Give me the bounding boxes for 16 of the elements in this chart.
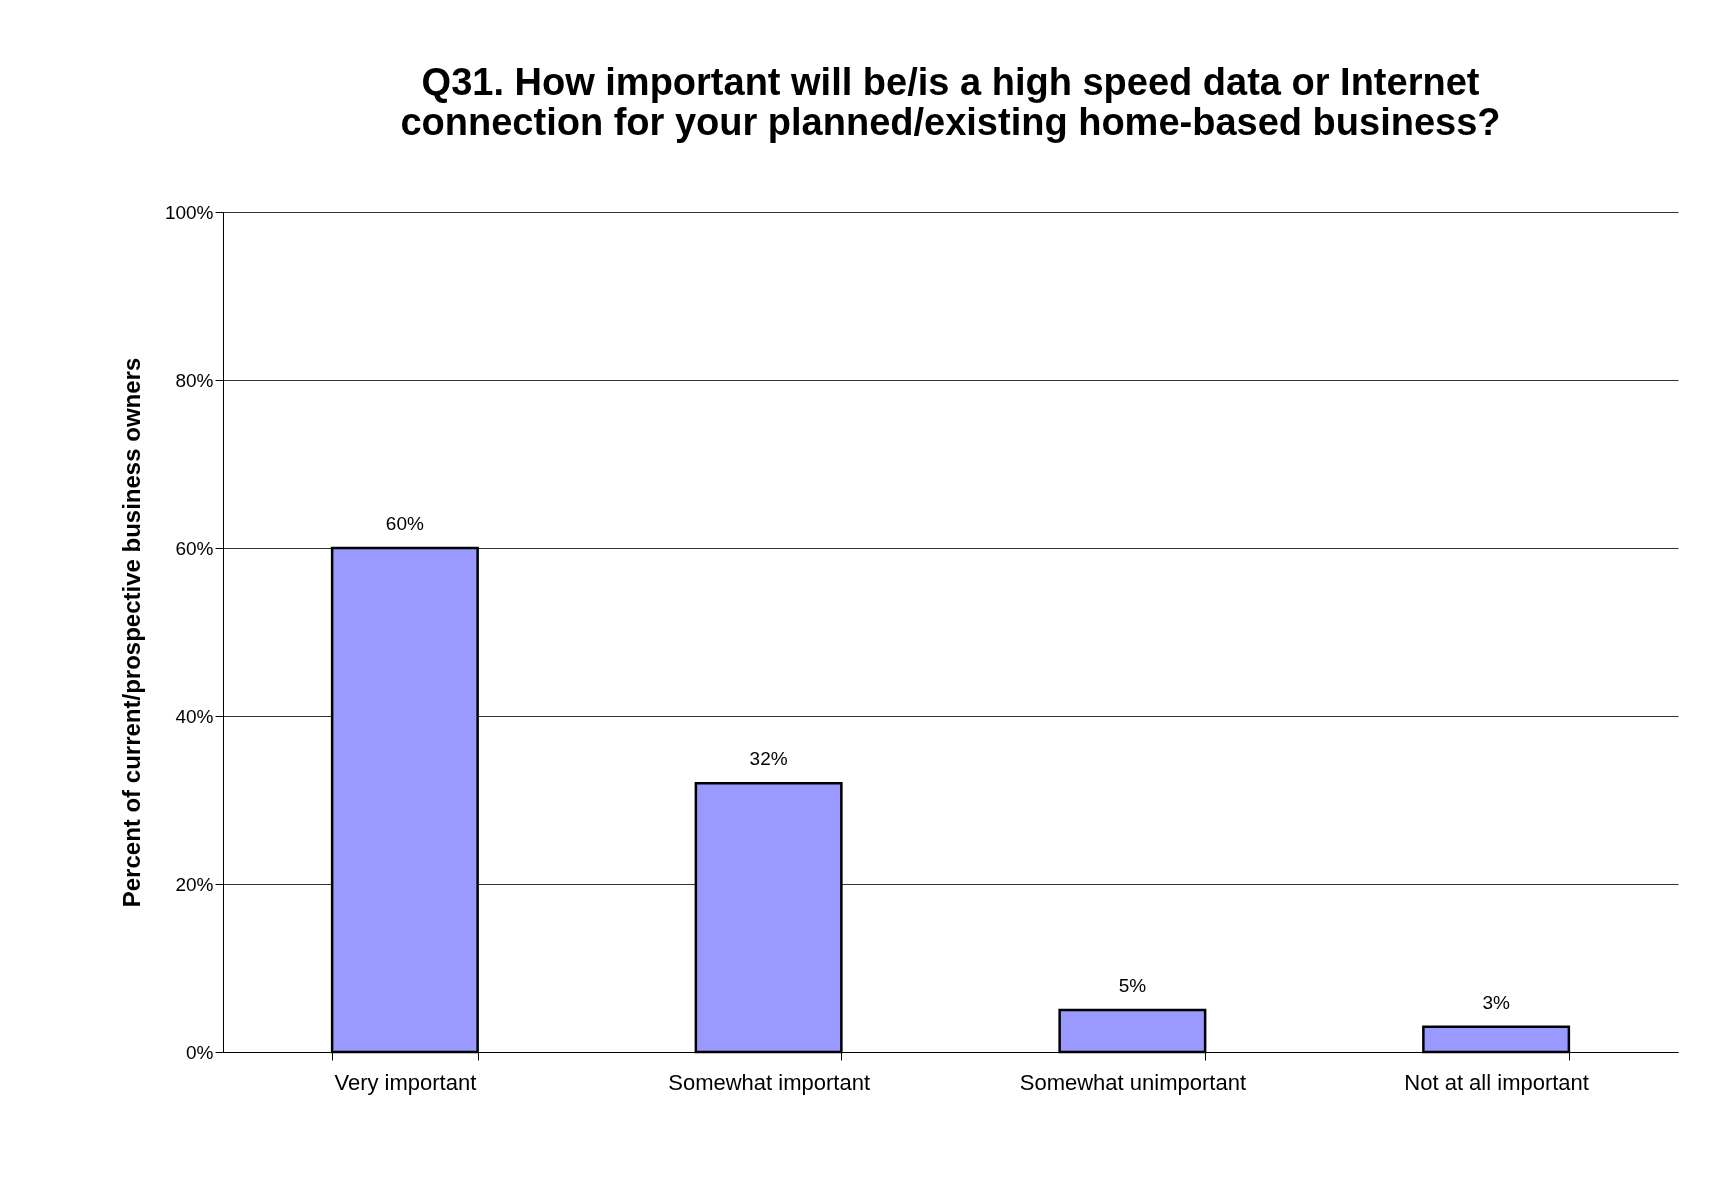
y-tick-label: 100% [164,201,214,223]
y-tick-label: 60% [175,537,214,559]
data-label: 32% [749,748,788,770]
y-tick-label: 20% [175,873,214,895]
x-tick-label: Somewhat unimportant [1019,1069,1246,1095]
data-label: 60% [385,513,424,534]
y-tick-label: 40% [175,705,214,727]
y-tick-label: 0% [186,1041,214,1063]
text: Q31. How important will be/is a high speed data or Internet [421,61,1480,103]
x-tick-label: Very important [334,1069,477,1095]
x-tick-label: Somewhat important [668,1069,871,1095]
x-tick-label: Not at all important [1404,1069,1589,1095]
data-label: 5% [1118,975,1147,996]
y-tick-label: 80% [175,369,214,391]
data-label: 3% [1482,991,1510,1013]
y-axis-title: Percent of current/prospective business owners [117,357,145,908]
